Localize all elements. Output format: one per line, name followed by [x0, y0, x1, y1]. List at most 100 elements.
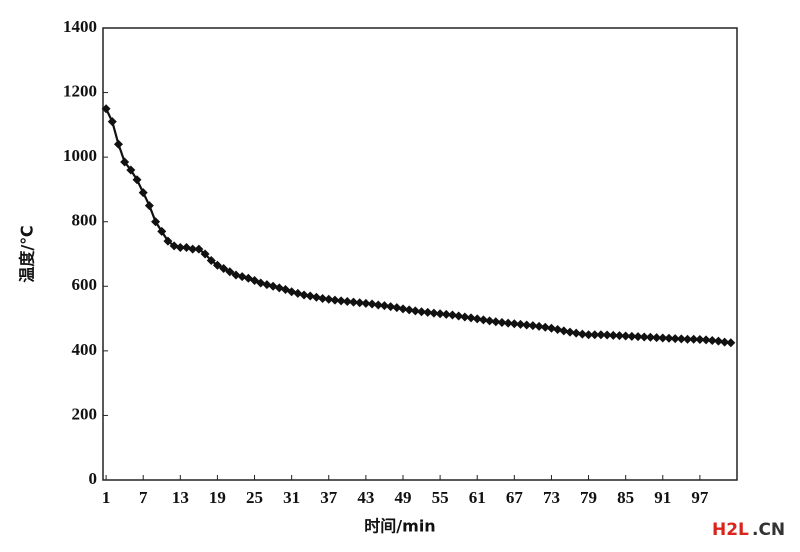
marker — [602, 330, 612, 340]
marker — [107, 117, 117, 127]
marker — [151, 217, 161, 227]
plot-frame — [102, 27, 738, 481]
marker — [144, 201, 154, 211]
marker — [231, 270, 241, 280]
marker — [423, 307, 433, 317]
marker — [274, 283, 284, 293]
marker — [466, 313, 476, 323]
marker — [540, 322, 550, 332]
marker — [441, 309, 451, 319]
marker — [182, 243, 192, 253]
marker — [404, 305, 414, 315]
x-tick-label: 85 — [617, 488, 634, 507]
marker — [336, 296, 346, 306]
x-axis-label: 时间/min — [364, 517, 435, 536]
y-tick-label: 0 — [89, 469, 98, 488]
marker — [664, 333, 674, 343]
marker — [138, 188, 148, 198]
marker — [429, 308, 439, 318]
x-tick-label: 1 — [102, 488, 111, 507]
marker — [435, 309, 445, 319]
x-tick-label: 37 — [320, 488, 338, 507]
marker — [590, 330, 600, 340]
marker — [175, 243, 185, 253]
x-tick-label: 55 — [432, 488, 449, 507]
watermark: H2L — [712, 520, 749, 540]
marker — [503, 318, 513, 328]
x-tick-label: 73 — [543, 488, 560, 507]
marker — [330, 295, 340, 305]
marker — [454, 311, 464, 321]
x-tick-label: 49 — [394, 488, 411, 507]
marker — [683, 334, 693, 344]
marker — [349, 297, 359, 307]
marker — [342, 296, 352, 306]
marker — [565, 327, 575, 337]
y-axis-label: 温度/℃ — [18, 225, 37, 283]
marker — [305, 291, 315, 301]
marker — [293, 288, 303, 298]
marker — [262, 280, 272, 290]
y-tick-label: 1400 — [63, 17, 97, 36]
marker — [528, 321, 538, 331]
marker — [194, 244, 204, 254]
marker — [658, 333, 668, 343]
marker — [701, 335, 711, 345]
marker — [157, 226, 167, 236]
marker — [324, 294, 334, 304]
y-tick-label: 200 — [72, 404, 98, 423]
marker — [101, 104, 111, 114]
marker — [534, 321, 544, 331]
marker — [516, 319, 526, 329]
y-tick-label: 400 — [72, 340, 98, 359]
marker — [584, 330, 594, 340]
marker — [361, 298, 371, 308]
marker — [460, 312, 470, 322]
marker — [546, 323, 556, 333]
marker — [237, 272, 247, 282]
x-tick-label: 67 — [506, 488, 524, 507]
x-tick-label: 7 — [139, 488, 148, 507]
marker — [225, 267, 235, 277]
marker — [410, 306, 420, 316]
marker — [318, 294, 328, 304]
marker — [398, 304, 408, 314]
marker — [645, 332, 655, 342]
x-tick-label: 61 — [469, 488, 486, 507]
marker — [478, 315, 488, 325]
marker — [608, 330, 618, 340]
marker — [287, 287, 297, 297]
x-tick-label: 13 — [172, 488, 189, 507]
line — [105, 108, 731, 344]
x-tick-label: 19 — [209, 488, 226, 507]
marker — [219, 264, 229, 274]
y-tick-label: 1200 — [63, 81, 97, 100]
marker — [509, 319, 519, 329]
marker — [577, 329, 587, 339]
marker — [188, 244, 198, 254]
marker — [689, 334, 699, 344]
marker — [621, 331, 631, 341]
marker — [417, 307, 427, 317]
marker — [126, 165, 136, 175]
x-tick-label: 43 — [357, 488, 374, 507]
marker — [676, 334, 686, 344]
marker — [250, 275, 260, 285]
y-tick-label: 1000 — [63, 146, 97, 165]
marker — [497, 317, 507, 327]
y-tick-label: 800 — [72, 211, 98, 230]
marker — [670, 334, 680, 344]
x-tick-label: 91 — [654, 488, 671, 507]
marker — [522, 320, 532, 330]
marker — [627, 331, 637, 341]
marker — [355, 298, 365, 308]
marker — [299, 290, 309, 300]
x-tick-label: 31 — [283, 488, 300, 507]
marker — [379, 301, 389, 311]
marker — [447, 310, 457, 320]
x-tick-label: 25 — [246, 488, 263, 507]
marker — [652, 333, 662, 343]
marker — [485, 316, 495, 326]
y-tick-label: 600 — [72, 275, 98, 294]
